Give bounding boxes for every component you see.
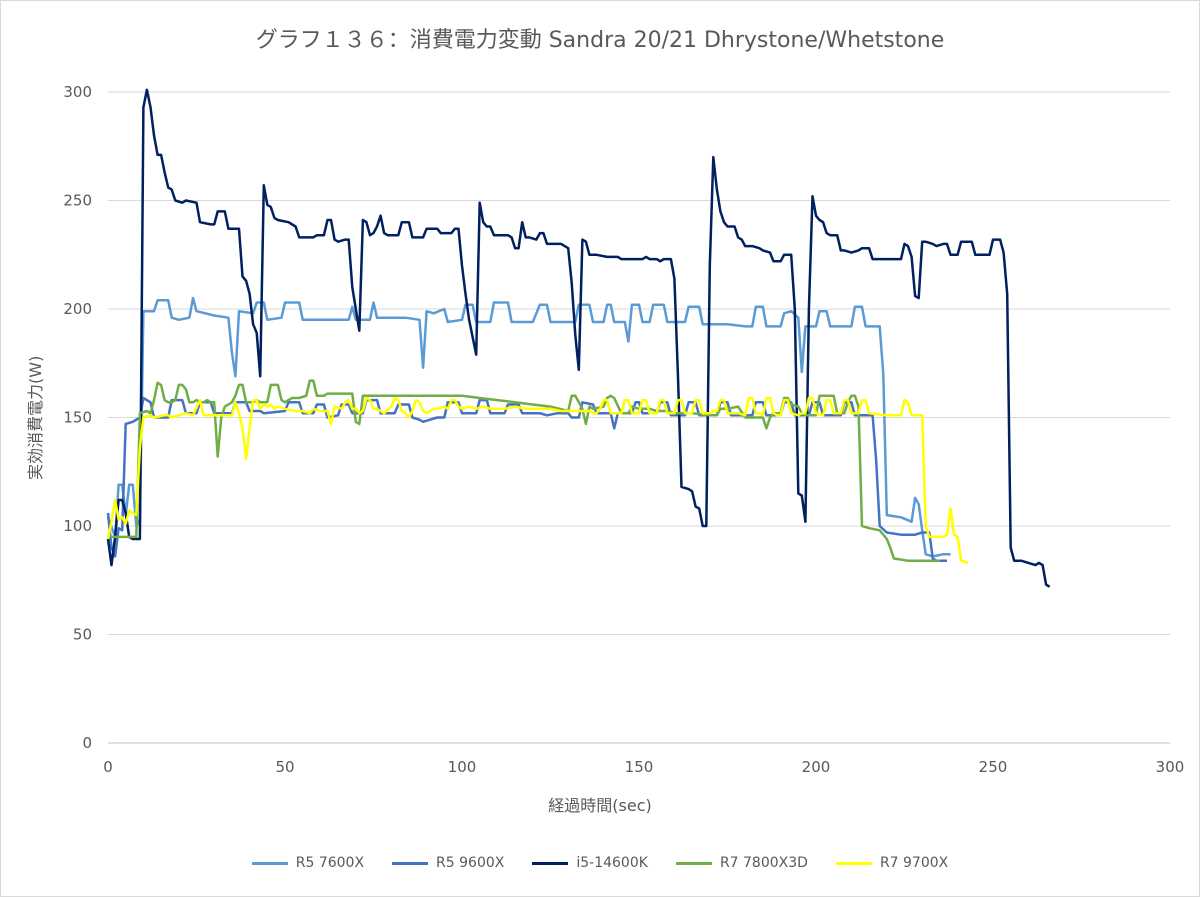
legend-item: R5 9600X	[392, 855, 504, 871]
series-lines	[106, 88, 1051, 588]
y-tick-label: 50	[73, 626, 92, 644]
y-axis-label: 実効消費電力(W)	[26, 355, 45, 480]
legend-item: R5 7600X	[251, 855, 365, 871]
legend-item: R7 9700X	[835, 855, 949, 871]
legend-swatch	[392, 861, 429, 865]
legend-label: R5 7600X	[295, 855, 365, 871]
series-line-i5-14600k	[106, 88, 1051, 588]
x-tick-labels: 0 50 100 150 200 250 300	[103, 758, 1184, 776]
legend-label: i5-14600K	[576, 855, 648, 871]
series-line-r5-7600x	[106, 296, 951, 558]
chart-title: グラフ１３６：消費電力変動 Sandra 20/21 Dhrystone/Whe…	[255, 28, 945, 53]
x-tick-label: 50	[275, 758, 294, 776]
y-tick-labels: 0 50 100 150 200 250 300	[63, 83, 92, 752]
y-tick-label: 0	[82, 734, 92, 752]
x-tick-label: 250	[979, 758, 1008, 776]
y-tick-label: 250	[63, 192, 92, 210]
x-tick-label: 150	[625, 758, 654, 776]
legend-swatch	[251, 861, 288, 865]
series-line-r5-9600x	[106, 396, 947, 562]
legend-swatch	[532, 861, 569, 865]
legend-label: R5 9600X	[436, 855, 505, 871]
x-tick-label: 300	[1156, 758, 1185, 776]
legend-item: R7 7800X3D	[675, 855, 808, 871]
y-tick-label: 100	[63, 517, 92, 535]
legend-label: R7 7800X3D	[719, 855, 808, 871]
x-axis-label: 経過時間(sec)	[548, 796, 652, 815]
y-tick-label: 150	[63, 409, 92, 427]
legend-swatch	[675, 861, 712, 865]
x-tick-label: 200	[802, 758, 831, 776]
series-line-r7-9700x	[106, 396, 969, 565]
x-tick-label: 100	[448, 758, 477, 776]
series-line-r7-7800x3d	[107, 379, 940, 562]
legend-item: i5-14600K	[532, 855, 648, 871]
gridlines	[108, 91, 1170, 744]
x-tick-label: 0	[103, 758, 113, 776]
legend-label: R7 9700X	[879, 855, 949, 871]
y-tick-label: 300	[63, 83, 92, 101]
legend: R5 7600X R5 9600X i5-14600K R7 7800X3D R…	[0, 855, 1200, 871]
y-tick-label: 200	[63, 300, 92, 318]
legend-swatch	[835, 861, 872, 865]
